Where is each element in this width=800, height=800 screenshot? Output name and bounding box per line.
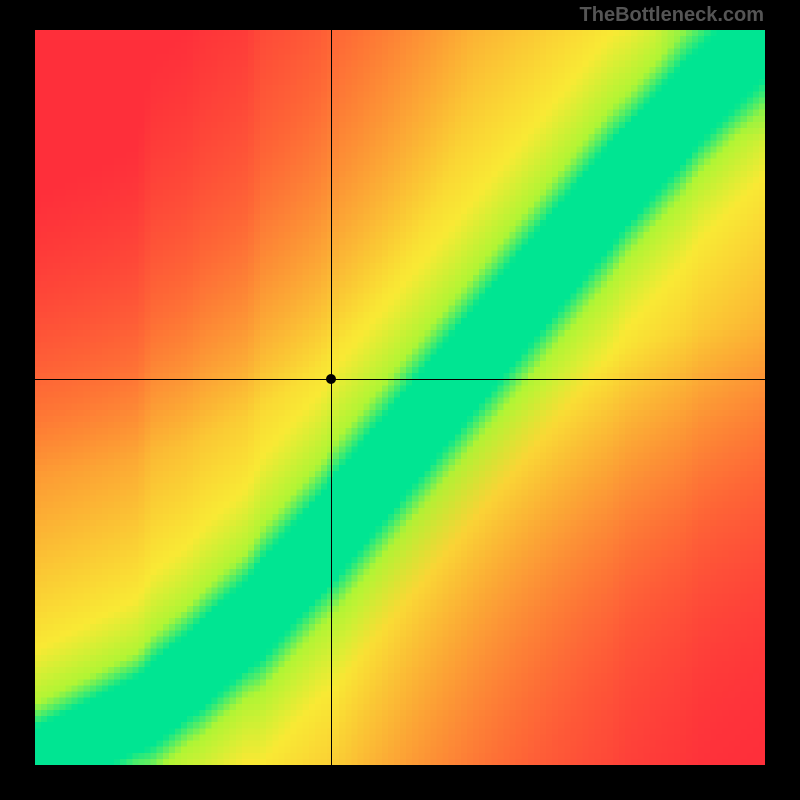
- chart-container: TheBottleneck.com: [0, 0, 800, 800]
- watermark-text: TheBottleneck.com: [580, 4, 764, 27]
- crosshair-marker: [326, 374, 336, 384]
- heatmap-canvas: [35, 30, 765, 765]
- plot-area: [35, 30, 765, 765]
